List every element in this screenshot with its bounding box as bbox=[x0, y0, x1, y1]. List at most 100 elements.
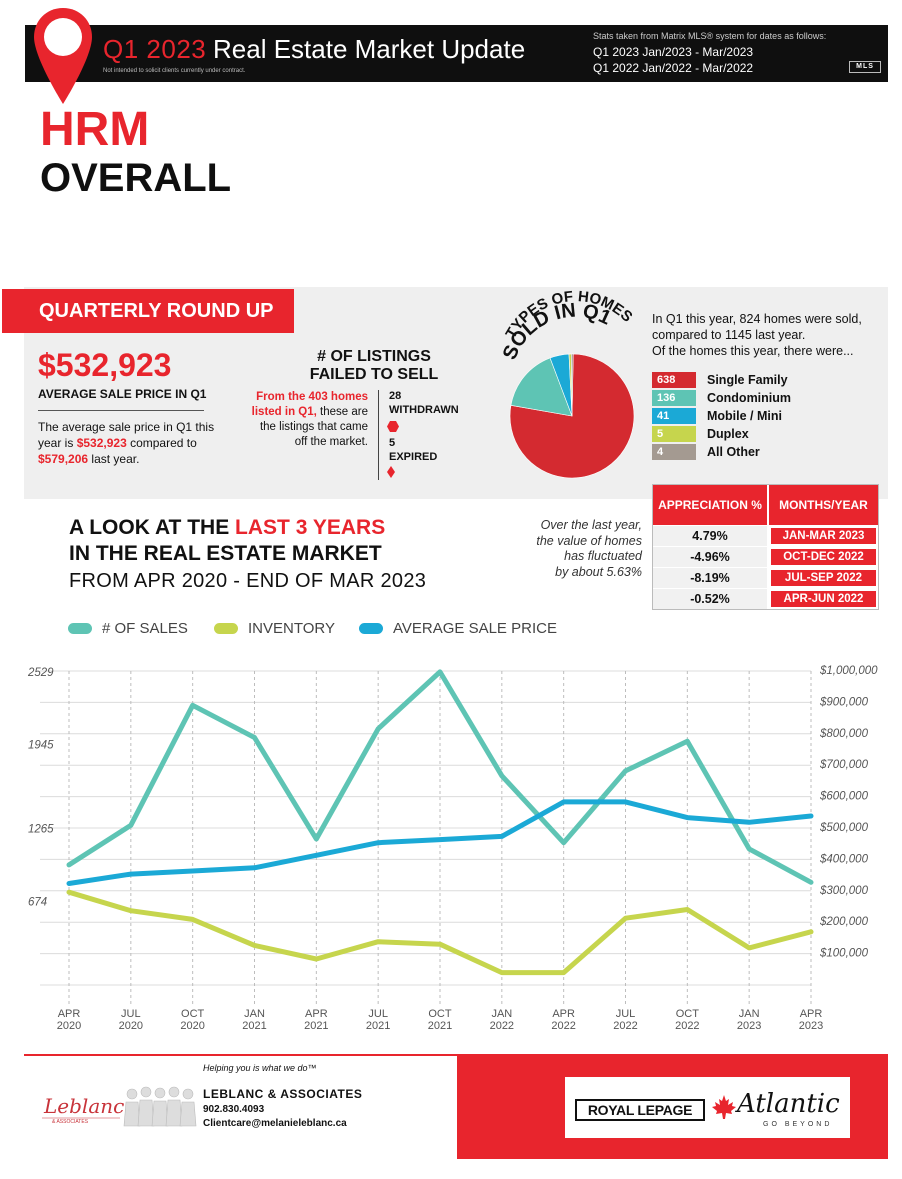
failed-to-sell-text: From the 403 homes listed in Q1, these a… bbox=[246, 390, 368, 450]
x-tick-month: OCT bbox=[428, 1008, 452, 1020]
appreciation-pct: -0.52% bbox=[653, 589, 769, 609]
type-label: Mobile / Mini bbox=[707, 409, 782, 423]
y-right-tick-label: $400,000 bbox=[819, 853, 869, 865]
type-count: 41 bbox=[652, 408, 696, 424]
svg-text:& ASSOCIATES: & ASSOCIATES bbox=[52, 1119, 89, 1125]
y-right-tick-label: $200,000 bbox=[819, 916, 869, 928]
type-count: 136 bbox=[652, 390, 696, 406]
x-tick-year: 2021 bbox=[304, 1020, 328, 1032]
y-right-tick-label: $600,000 bbox=[819, 791, 869, 803]
look-heading-line2: IN THE REAL ESTATE MARKET bbox=[69, 542, 382, 565]
y-right-tick-label: $800,000 bbox=[819, 728, 869, 740]
map-pin-icon bbox=[34, 8, 92, 104]
expired-label: EXPIRED bbox=[389, 451, 438, 463]
y-left-tick-label: 2529 bbox=[27, 667, 54, 679]
x-tick-month: OCT bbox=[676, 1008, 700, 1020]
appreciation-table: APPRECIATION % MONTHS/YEAR 4.79% JAN-MAR … bbox=[652, 484, 879, 610]
appreciation-period: JUL-SEP 2022 bbox=[771, 570, 876, 586]
y-right-tick-label: $700,000 bbox=[819, 759, 869, 771]
type-count: 638 bbox=[652, 372, 696, 388]
withdrawn-label: WITHDRAWN bbox=[389, 404, 459, 416]
legend-label: INVENTORY bbox=[248, 620, 335, 637]
agency-name: LEBLANC & ASSOCIATES bbox=[203, 1087, 363, 1101]
type-row: 638 Single Family bbox=[652, 372, 882, 388]
x-tick-month: OCT bbox=[181, 1008, 205, 1020]
avg-text-part: last year. bbox=[88, 452, 140, 466]
x-tick-month: JAN bbox=[739, 1008, 760, 1020]
homes-text-line2: compared to 1145 last year. bbox=[652, 328, 806, 342]
diamond-icon bbox=[387, 466, 395, 478]
expired-count: 5 bbox=[389, 437, 396, 449]
x-tick-year: 2020 bbox=[119, 1020, 143, 1032]
avg-text-part: compared to bbox=[126, 436, 197, 450]
footer-rule bbox=[24, 1054, 457, 1056]
y-right-tick-label: $100,000 bbox=[819, 948, 869, 960]
type-row: 41 Mobile / Mini bbox=[652, 408, 882, 424]
x-tick-month: APR bbox=[552, 1008, 575, 1020]
agency-email: Clientcare@melanieleblanc.ca bbox=[203, 1118, 347, 1129]
type-label: Single Family bbox=[707, 373, 788, 387]
y-right-tick-label: $300,000 bbox=[819, 885, 869, 897]
divider bbox=[38, 410, 204, 411]
type-count: 5 bbox=[652, 426, 696, 442]
y-left-tick-label: 1265 bbox=[28, 823, 54, 835]
quarter-label: Q1 2023 bbox=[103, 34, 207, 64]
x-tick-year: 2022 bbox=[490, 1020, 514, 1032]
atlantic-logo: Atlantic bbox=[737, 1089, 840, 1119]
table-row: -8.19% JUL-SEP 2022 bbox=[653, 567, 878, 588]
type-label: Condominium bbox=[707, 391, 792, 405]
homes-text-line3: Of the homes this year, there were... bbox=[652, 344, 854, 358]
failed-to-sell-title: # OF LISTINGS FAILED TO SELL bbox=[278, 348, 470, 384]
x-tick-month: JAN bbox=[244, 1008, 265, 1020]
table-row: -4.96% OCT-DEC 2022 bbox=[653, 546, 878, 567]
type-count: 4 bbox=[652, 444, 696, 460]
avg-text-part: The average sale price in Q1 this year i… bbox=[38, 420, 215, 450]
header-title: Real Estate Market Update bbox=[213, 34, 526, 64]
x-tick-year: 2023 bbox=[799, 1020, 823, 1032]
fluctuation-note: Over the last year, the value of homes h… bbox=[500, 518, 642, 580]
avg-price-text: The average sale price in Q1 this year i… bbox=[38, 419, 238, 467]
region-name: HRM bbox=[40, 103, 150, 156]
hexagon-icon bbox=[387, 421, 399, 432]
agency-phone: 902.830.4093 bbox=[203, 1104, 265, 1115]
table-row: 4.79% JAN-MAR 2023 bbox=[653, 525, 878, 546]
x-tick-month: JUL bbox=[368, 1008, 388, 1020]
appreciation-pct: -4.96% bbox=[653, 547, 769, 567]
legend-label: AVERAGE SALE PRICE bbox=[393, 620, 557, 637]
failed-text-red: From the 403 homes listed in Q1, bbox=[251, 391, 368, 418]
tagline: Helping you is what we do™ bbox=[203, 1063, 317, 1073]
x-tick-year: 2021 bbox=[242, 1020, 266, 1032]
brand-logo-box bbox=[565, 1077, 850, 1138]
divider bbox=[378, 390, 379, 480]
homes-text-line1: In Q1 this year, 824 homes were sold, bbox=[652, 312, 862, 326]
series-sales-line bbox=[66, 669, 814, 885]
fluct-line: by about 5.63% bbox=[555, 564, 642, 579]
series-inventory-line bbox=[66, 889, 814, 976]
header-bar bbox=[25, 25, 888, 82]
x-tick-year: 2022 bbox=[613, 1020, 637, 1032]
y-right-tick-label: $500,000 bbox=[819, 822, 869, 834]
table-row: -0.52% APR-JUN 2022 bbox=[653, 588, 878, 609]
market-line-chart: 2529 1945 1265 674 $1,000,000 $900,000 $800,00… bbox=[27, 665, 878, 1032]
fluct-line: has fluctuated bbox=[564, 549, 642, 563]
legend-swatch bbox=[359, 623, 383, 634]
x-tick-month: APR bbox=[305, 1008, 328, 1020]
appreciation-period: JAN-MAR 2023 bbox=[771, 528, 876, 544]
x-tick-year: 2022 bbox=[551, 1020, 575, 1032]
x-tick-month: JUL bbox=[616, 1008, 636, 1020]
avg-price-label: AVERAGE SALE PRICE IN Q1 bbox=[38, 387, 207, 401]
y-left-tick-label: 1945 bbox=[28, 739, 54, 751]
pie-slice-all-other bbox=[571, 353, 574, 417]
look-heading-highlight: LAST 3 YEARS bbox=[235, 516, 386, 539]
pie-slice-condominium bbox=[510, 357, 573, 417]
type-row: 136 Condominium bbox=[652, 390, 882, 406]
appreciation-header: APPRECIATION % MONTHS/YEAR bbox=[653, 485, 878, 525]
atlantic-tagline: GO BEYOND bbox=[763, 1121, 833, 1128]
failed-text: these are the listings that came off the… bbox=[259, 406, 368, 448]
failed-title-line1: # OF LISTINGS bbox=[317, 348, 431, 365]
area-name: OVERALL bbox=[40, 156, 232, 200]
stats-note: Stats taken from Matrix MLS® system for … bbox=[593, 31, 827, 41]
legend-swatch bbox=[68, 623, 92, 634]
pie-slices bbox=[509, 353, 635, 479]
y-right-tick-label: $900,000 bbox=[819, 696, 869, 708]
